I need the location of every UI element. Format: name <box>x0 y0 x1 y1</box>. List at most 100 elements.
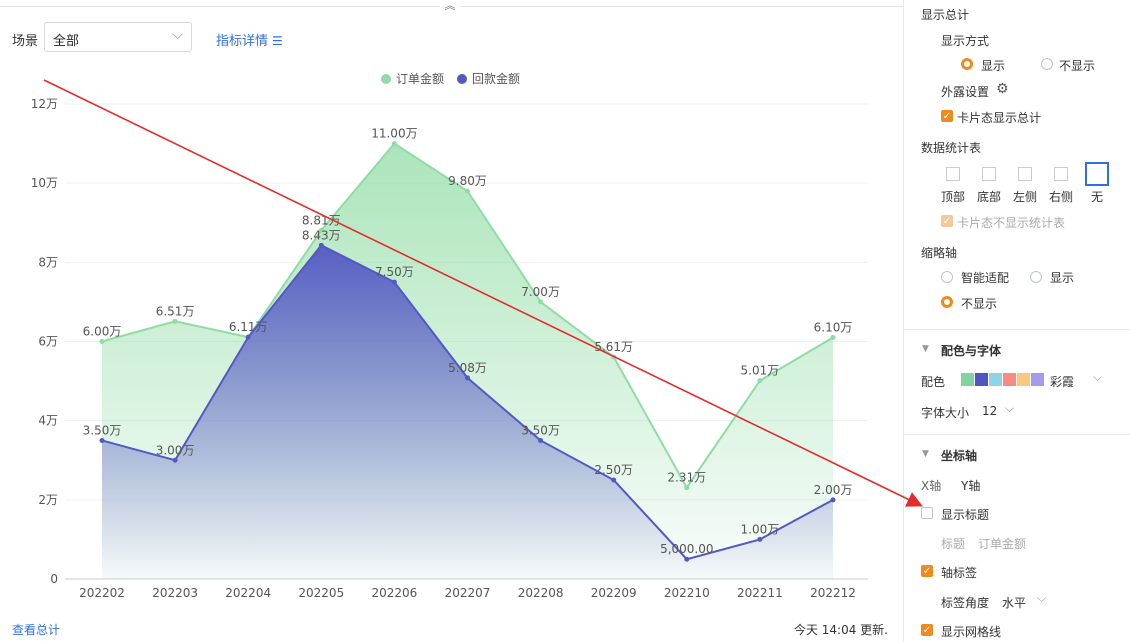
pos-none-label: 无 <box>1091 190 1104 204</box>
scene-select-value: 全部 <box>53 34 80 49</box>
x-tick-label: 202202 <box>79 586 125 600</box>
legend-marker <box>457 74 467 84</box>
opt-smart-label: 智能适配 <box>961 271 1010 285</box>
thumb-axis-heading: 缩略轴 <box>921 246 958 260</box>
title-value[interactable]: 订单金额 <box>978 537 1027 551</box>
card-hide-stats-label: 卡片态不显示统计表 <box>957 216 1066 230</box>
scene-label: 场景 <box>12 34 39 49</box>
y-axis-tab[interactable]: Y轴 <box>961 479 981 493</box>
position-left-icon[interactable] <box>1018 167 1032 181</box>
exposure-label: 外露设置 <box>941 85 990 99</box>
chart-area: ︽ 场景 全部 ⌵ 指标详情 ☰ 0 2万 4万 6万 8万 10万 12万 202202 202… <box>0 0 903 637</box>
settings-panel: 显示总计 显示方式 显示 不显示 外露设置 ⚙ ✓ 卡片态显示总计 数据统计表 … <box>903 0 1130 642</box>
font-size-value[interactable]: 12 <box>982 404 998 418</box>
data-label: 11.00万 <box>371 127 417 141</box>
data-point <box>757 536 763 542</box>
chevron-down-icon[interactable]: ⌵ <box>1037 591 1047 605</box>
opt-hide-label: 不显示 <box>1059 59 1096 73</box>
x-tick-label: 202210 <box>664 586 710 600</box>
x-tick-label: 202205 <box>298 586 344 600</box>
caret-down-icon[interactable]: ▼ <box>922 344 929 354</box>
radio-thumb-hide-selected[interactable] <box>941 296 953 308</box>
caret-down-icon[interactable]: ▼ <box>922 449 929 459</box>
data-point <box>830 497 836 503</box>
position-bottom-icon[interactable] <box>982 167 996 181</box>
data-label: 5.61万 <box>594 340 633 354</box>
opt-hide2-label: 不显示 <box>961 297 998 311</box>
data-point <box>245 334 251 340</box>
data-label: 8.43万 <box>302 228 341 242</box>
pos-bottom-label: 底部 <box>977 190 1002 204</box>
settings-gear-icon[interactable]: ⚙ <box>996 81 1009 97</box>
radio-thumb-show[interactable] <box>1030 271 1042 283</box>
data-point <box>465 188 470 194</box>
pos-top-label: 顶部 <box>941 190 966 204</box>
chevron-down-icon: ⌵ <box>172 27 183 43</box>
y-tick-label: 2万 <box>38 493 58 507</box>
palette-swatch <box>989 373 1002 386</box>
data-label: 6.51万 <box>156 304 195 318</box>
update-time: 今天 14:04 更新. <box>793 623 888 637</box>
data-label: 6.11万 <box>229 320 268 334</box>
scene-select[interactable]: 全部 ⌵ <box>44 22 192 52</box>
x-tick-label: 202206 <box>371 586 417 600</box>
label-angle-label: 标签角度 <box>941 596 990 610</box>
metric-detail-label: 指标详情 <box>216 34 269 49</box>
metric-detail-link[interactable]: 指标详情 ☰ <box>216 30 283 49</box>
position-top-icon[interactable] <box>946 167 960 181</box>
chevron-down-icon[interactable]: ⌵ <box>1005 401 1015 415</box>
radio-hide[interactable] <box>1041 58 1053 70</box>
data-point <box>757 378 763 384</box>
y-tick-label: 8万 <box>38 255 58 269</box>
data-label: 5.08万 <box>448 361 487 375</box>
chevron-down-icon[interactable]: ⌵ <box>1093 370 1103 384</box>
stats-table-heading: 数据统计表 <box>921 141 982 155</box>
position-none-icon[interactable] <box>1085 162 1109 186</box>
data-label: 7.00万 <box>521 285 560 299</box>
data-label: 7.50万 <box>375 265 414 279</box>
data-label: 2.31万 <box>667 471 706 485</box>
list-icon: ☰ <box>272 34 283 48</box>
y-tick-label: 12万 <box>31 97 58 111</box>
data-label: 1.00万 <box>741 522 780 536</box>
position-right-icon[interactable] <box>1054 167 1068 181</box>
show-grid-checkbox[interactable]: ✓ <box>921 624 933 636</box>
x-tick-label: 202203 <box>152 586 198 600</box>
label-angle-value[interactable]: 水平 <box>1002 596 1027 610</box>
data-point <box>611 354 617 360</box>
radio-smart[interactable] <box>941 271 953 283</box>
title-label: 标题 <box>941 537 966 551</box>
data-label: 6.10万 <box>814 321 853 335</box>
data-point <box>611 477 617 483</box>
font-size-label: 字体大小 <box>921 406 970 420</box>
palette-swatch <box>961 373 974 386</box>
color-label: 配色 <box>921 375 946 389</box>
x-axis-tab[interactable]: X轴 <box>921 479 942 493</box>
x-tick-label: 202211 <box>737 586 783 600</box>
card-show-total-checkbox[interactable]: ✓ <box>941 110 953 122</box>
view-total-link[interactable]: 查看总计 <box>12 623 61 637</box>
legend-label: 订单金额 <box>396 71 444 86</box>
axis-labels-checkbox[interactable]: ✓ <box>921 565 933 577</box>
collapse-up-icon[interactable]: ︽ <box>440 0 460 12</box>
data-point <box>391 279 397 285</box>
show-grid-label: 显示网格线 <box>941 625 1002 639</box>
axis-heading: 坐标轴 <box>941 449 978 463</box>
show-total-heading: 显示总计 <box>921 8 970 22</box>
show-title-checkbox[interactable] <box>921 507 933 519</box>
show-title-label: 显示标题 <box>941 508 990 522</box>
x-tick-label: 202209 <box>591 586 637 600</box>
data-label: 5.01万 <box>741 364 780 378</box>
y-tick-label: 10万 <box>31 176 58 190</box>
opt-show2-label: 显示 <box>1050 271 1075 285</box>
data-point <box>391 141 397 147</box>
card-hide-stats-checkbox: ✓ <box>941 215 953 227</box>
data-label: 5,000.00 <box>660 542 713 556</box>
palette-swatch <box>1003 373 1016 386</box>
palette-swatch <box>1031 373 1044 386</box>
data-point <box>172 318 178 324</box>
data-point <box>465 375 470 381</box>
data-point <box>538 299 544 305</box>
radio-show-selected[interactable] <box>961 58 973 70</box>
data-point <box>99 437 105 443</box>
